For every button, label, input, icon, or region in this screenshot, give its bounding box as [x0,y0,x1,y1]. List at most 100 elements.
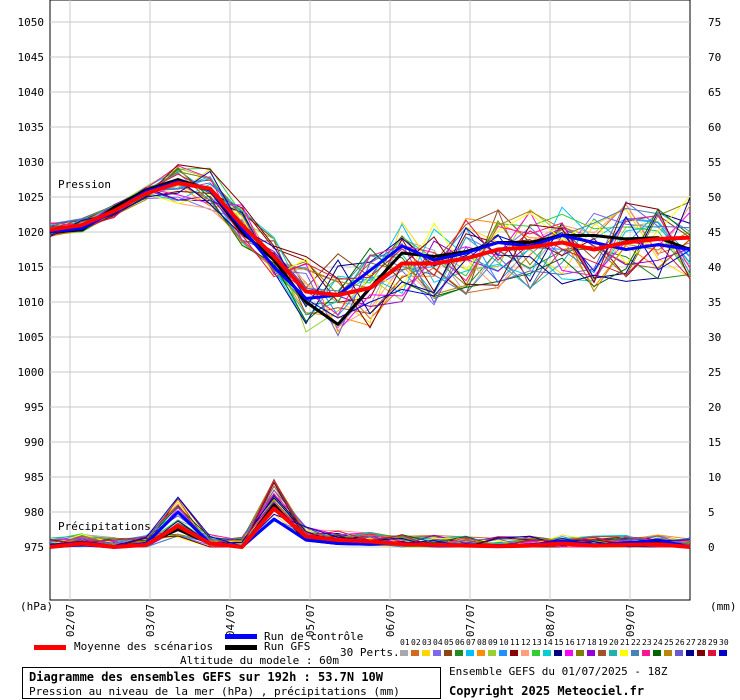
perturbation-swatch [477,650,485,656]
perturbation-swatch [653,650,661,656]
perturbation-number: 12 [521,638,531,647]
x-tick-label: 09/07 [624,604,637,637]
footer-title: Diagramme des ensembles GEFS sur 192h : … [29,670,384,684]
perturbation-swatch [565,650,573,656]
perturbation-swatch [510,650,518,656]
left-tick-label: 985 [24,471,44,484]
perturbation-number: 15 [554,638,564,647]
left-tick-label: 1010 [18,296,45,309]
mean-legend-label: Moyenne des scénarios [74,640,214,653]
control-legend-swatch [225,634,257,639]
perturbation-number: 10 [499,638,509,647]
mean-legend-swatch [34,645,66,650]
perturbation-pressure-line [49,172,691,295]
perturbation-number: 08 [477,638,487,647]
gfs-legend-label: Run GFS [264,640,311,653]
left-tick-label: 990 [24,436,44,449]
gfs-legend-swatch [225,645,257,650]
left-tick-label: 975 [24,541,44,554]
perturbation-swatch [422,650,430,656]
perturbation-number: 25 [664,638,674,647]
perturbation-number: 23 [642,638,652,647]
perturbation-swatch [631,650,639,656]
perturbation-swatch [455,650,463,656]
right-tick-label: 10 [708,471,721,484]
perturbation-number: 24 [653,638,663,647]
perturbation-swatch [686,650,694,656]
perturbation-number: 29 [708,638,718,647]
left-tick-label: 1015 [18,261,45,274]
x-tick-label: 07/07 [464,604,477,637]
right-tick-label: 45 [708,226,721,239]
left-tick-label: 1030 [18,156,45,169]
left-unit-label: (hPa) [20,600,54,613]
x-tick-label: 08/07 [544,604,557,637]
perturbation-swatch [664,650,672,656]
left-tick-label: 1035 [18,121,45,134]
perturbation-number: 30 [719,638,729,647]
perturbation-number: 22 [631,638,641,647]
perturbation-swatch [466,650,474,656]
perturbation-swatch [488,650,496,656]
left-tick-label: 1020 [18,226,45,239]
perturbation-swatch [411,650,419,656]
right-tick-label: 0 [708,541,715,554]
copyright-label: Copyright 2025 Meteociel.fr [449,684,645,698]
x-tick-label: 06/07 [384,604,397,637]
perturbation-number: 28 [697,638,707,647]
perturbations-label: 30 Perts. [340,646,400,659]
plot-area [49,0,691,601]
right-tick-label: 70 [708,51,721,64]
right-tick-label: 55 [708,156,721,169]
perturbation-swatch [400,650,408,656]
perturbation-swatch [598,650,606,656]
perturbation-swatch [697,650,705,656]
perturbation-number: 20 [609,638,619,647]
perturbation-number: 06 [455,638,465,647]
perturbation-number: 02 [411,638,421,647]
perturbation-swatch [554,650,562,656]
perturbation-swatch [576,650,584,656]
footer-title-box: Diagramme des ensembles GEFS sur 192h : … [22,667,441,699]
right-tick-label: 75 [708,16,721,29]
left-tick-label: 1005 [18,331,45,344]
perturbation-swatch [532,650,540,656]
perturbation-swatch [642,650,650,656]
x-tick-label: 05/07 [304,604,317,637]
right-tick-label: 35 [708,296,721,309]
altitude-label: Altitude du modele : 60m [180,654,339,667]
perturbation-number: 13 [532,638,542,647]
right-tick-label: 40 [708,261,721,274]
right-tick-label: 60 [708,121,721,134]
perturbation-number: 11 [510,638,520,647]
pressure-label: Pression [58,178,111,191]
right-tick-label: 5 [708,506,715,519]
perturbation-number: 16 [565,638,575,647]
perturbation-swatch [620,650,628,656]
x-tick-label: 04/07 [224,604,237,637]
perturbation-number: 19 [598,638,608,647]
perturbation-swatch [708,650,716,656]
perturbation-swatch [499,650,507,656]
footer-subtitle: Pression au niveau de la mer (hPa) , pré… [29,685,400,698]
right-tick-label: 50 [708,191,721,204]
left-tick-label: 995 [24,401,44,414]
perturbation-number: 05 [444,638,454,647]
perturbation-number: 17 [576,638,586,647]
right-tick-label: 65 [708,86,721,99]
ensemble-run-label: Ensemble GEFS du 01/07/2025 - 18Z [449,665,668,678]
left-tick-label: 1040 [18,86,45,99]
perturbation-swatch [543,650,551,656]
perturbation-pressure-line [49,165,691,316]
right-tick-label: 25 [708,366,721,379]
perturbation-number: 18 [587,638,597,647]
perturbation-pressure-line [49,170,691,319]
right-unit-label: (mm) [710,600,737,613]
left-tick-label: 980 [24,506,44,519]
series-pressure-line [49,181,691,297]
perturbation-swatch [433,650,441,656]
precip-label: Précipitations [58,520,151,533]
perturbation-number: 21 [620,638,630,647]
perturbation-swatch [587,650,595,656]
